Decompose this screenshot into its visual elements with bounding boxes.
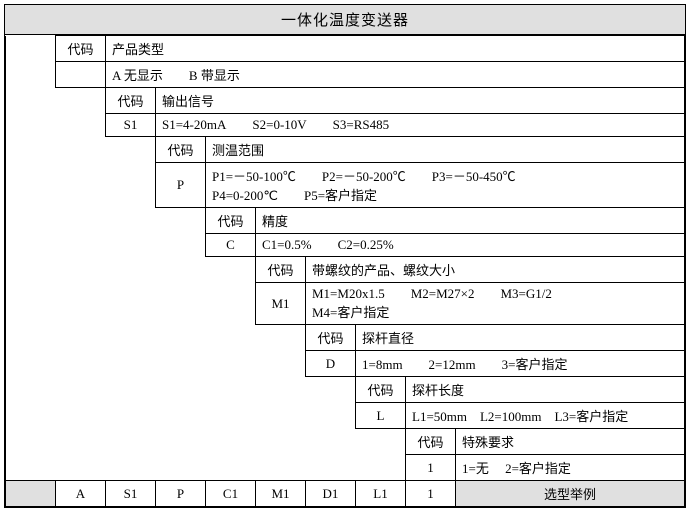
level-options: A 无显示 B 带显示 [106, 62, 685, 88]
code-label: 代码 [306, 325, 356, 351]
code-label: 代码 [106, 88, 156, 114]
level-header: 特殊要求 [456, 429, 685, 455]
code-label: 代码 [56, 36, 106, 62]
stair-blank [6, 137, 156, 208]
example-cell: P [156, 481, 206, 507]
level-code: S1 [106, 114, 156, 137]
level-header: 探杆直径 [356, 325, 685, 351]
level-header: 测温范围 [206, 137, 685, 163]
level-options: L1=50mm L2=100mm L3=客户指定 [406, 403, 685, 429]
spec-table: 代码 产品类型 A 无显示 B 带显示 代码 输出信号 S1 S1=4-20mA… [5, 35, 685, 507]
level-options: P1=－50-100℃ P2=－50-200℃ P3=－50-450℃P4=0-… [206, 163, 685, 208]
example-cell: S1 [106, 481, 156, 507]
example-cell: A [56, 481, 106, 507]
example-cell: C1 [206, 481, 256, 507]
level-header: 带螺纹的产品、螺纹大小 [306, 257, 685, 283]
stair-blank [6, 36, 56, 88]
level-code: M1 [256, 283, 306, 325]
example-cell: 1 [406, 481, 456, 507]
code-label: 代码 [406, 429, 456, 455]
level-code: 1 [406, 455, 456, 481]
level-header: 产品类型 [106, 36, 685, 62]
example-cell: D1 [306, 481, 356, 507]
stair-blank [6, 325, 306, 377]
level-options: 1=无 2=客户指定 [456, 455, 685, 481]
stair-blank [6, 88, 106, 137]
stair-blank [6, 429, 406, 481]
code-label: 代码 [206, 208, 256, 234]
code-label: 代码 [256, 257, 306, 283]
level-options: C1=0.5% C2=0.25% [256, 234, 685, 257]
example-cell: L1 [356, 481, 406, 507]
level-header: 精度 [256, 208, 685, 234]
code-label: 代码 [156, 137, 206, 163]
level-code: L [356, 403, 406, 429]
level-code: C [206, 234, 256, 257]
level-options: 1=8mm 2=12mm 3=客户指定 [356, 351, 685, 377]
example-cell: M1 [256, 481, 306, 507]
level-header: 探杆长度 [406, 377, 685, 403]
example-blank [6, 481, 56, 507]
stair-blank [6, 257, 256, 325]
code-label: 代码 [356, 377, 406, 403]
main-title: 一体化温度变送器 [5, 5, 685, 35]
example-label: 选型举例 [456, 481, 685, 507]
level-options: S1=4-20mA S2=0-10V S3=RS485 [156, 114, 685, 137]
stair-blank [6, 208, 206, 257]
spec-table-wrap: 一体化温度变送器 代码 产品类型 A 无显示 B 带显示 代码 输出信号 [4, 4, 686, 508]
level-code: P [156, 163, 206, 208]
stair-blank [6, 377, 356, 429]
level-code: D [306, 351, 356, 377]
level-options: M1=M20x1.5 M2=M27×2 M3=G1/2M4=客户指定 [306, 283, 685, 325]
level-code-blank [56, 62, 106, 88]
level-header: 输出信号 [156, 88, 685, 114]
